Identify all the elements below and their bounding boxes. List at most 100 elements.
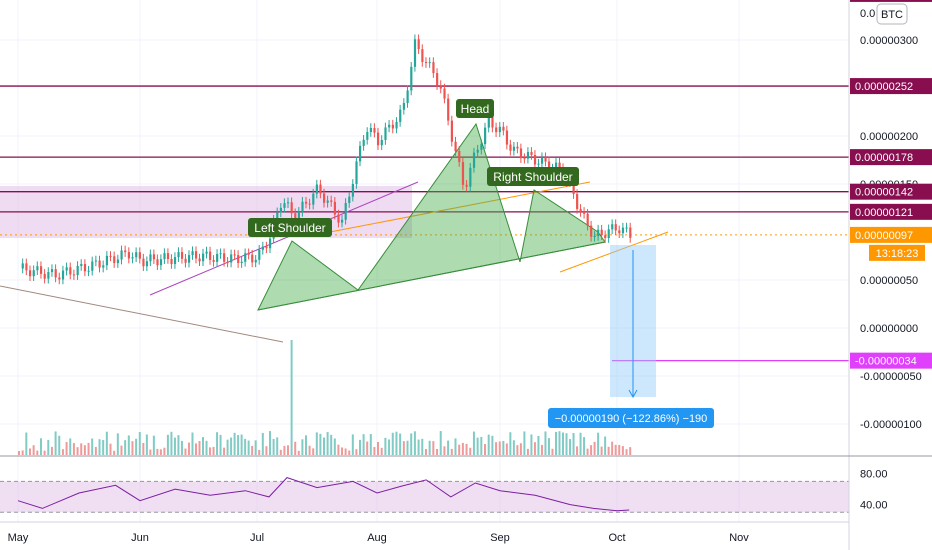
volume-bar xyxy=(421,438,424,455)
volume-bar xyxy=(388,439,391,455)
candle-body xyxy=(138,252,141,259)
candle-body xyxy=(465,184,468,187)
candle-body xyxy=(330,200,333,202)
time-tick-label: May xyxy=(8,532,29,544)
volume-bar xyxy=(484,444,487,455)
candle-body xyxy=(391,124,394,129)
volume-bar xyxy=(163,447,166,455)
candle-body xyxy=(447,98,450,121)
candle-body xyxy=(276,212,279,220)
candle-body xyxy=(61,270,65,280)
price-tick-label: -0.00000100 xyxy=(860,419,922,431)
candle-body xyxy=(124,250,127,253)
volume-bar xyxy=(36,450,39,455)
candle-body xyxy=(366,132,369,140)
volume-bar xyxy=(369,434,372,455)
volume-bar xyxy=(312,448,315,455)
candle-body xyxy=(472,152,476,168)
level-tag-label: 0.00000348 xyxy=(855,0,913,1)
level-tag xyxy=(850,78,932,95)
volume-bar xyxy=(509,432,512,455)
candle-body xyxy=(177,252,180,258)
candle-body xyxy=(301,201,304,212)
volume-bar xyxy=(230,437,233,455)
rsi-line xyxy=(17,477,630,512)
time-axis[interactable]: May Jun Jul Aug Sep Oct Nov xyxy=(8,532,750,544)
candle-body xyxy=(315,184,318,194)
candle-body xyxy=(269,238,272,249)
price-level-tags: 0.00000348 0.00000252 0.00000178 0.00000142… xyxy=(850,0,932,369)
candle-body xyxy=(450,120,453,142)
trendline-orange xyxy=(329,181,591,233)
candle-body xyxy=(554,162,558,169)
candle-body xyxy=(611,224,614,230)
measure-label: −0.00000190 (−122.86%) −190 xyxy=(555,413,708,425)
candle-body xyxy=(505,130,509,145)
candle-body xyxy=(261,246,264,250)
candle-body xyxy=(533,154,537,165)
volume-bar xyxy=(127,435,130,455)
candle-body xyxy=(102,265,105,268)
trendline-orange xyxy=(559,231,669,273)
candle-body xyxy=(395,121,398,129)
volume-bar xyxy=(124,440,127,455)
volume-bar xyxy=(326,432,329,455)
candle-body xyxy=(258,249,261,260)
currency-badge[interactable]: BTC xyxy=(876,3,908,25)
candle-body xyxy=(180,252,184,259)
price-tick-label: -0.00000050 xyxy=(860,371,922,383)
volume-bar xyxy=(87,442,90,455)
volume-bar xyxy=(65,442,68,455)
volume-bar xyxy=(348,450,351,455)
candle-body xyxy=(625,227,628,229)
volume-bar xyxy=(530,434,533,455)
volume-bar xyxy=(113,450,116,455)
volume-bar xyxy=(359,439,361,455)
volume-bar xyxy=(283,445,286,455)
candle-body xyxy=(159,259,163,266)
volume-bar xyxy=(244,438,247,455)
volume-bar xyxy=(406,440,409,455)
candle-body xyxy=(98,260,101,268)
candle-body xyxy=(498,126,501,133)
candle-body xyxy=(290,202,293,214)
candle-body xyxy=(94,260,98,262)
left-shoulder-label: Left Shoulder xyxy=(254,221,325,235)
volume-bar xyxy=(135,438,138,455)
rsi-axis: 80.00 40.00 xyxy=(860,469,888,512)
candle-body xyxy=(337,214,340,223)
price-range-measure[interactable]: −0.00000190 (−122.86%) −190 xyxy=(548,245,714,428)
volume-bar xyxy=(621,446,624,455)
candle-body xyxy=(480,144,483,150)
candle-body xyxy=(87,270,90,272)
candle-body xyxy=(362,139,365,146)
candle-body xyxy=(113,256,116,264)
candle-body xyxy=(36,266,39,271)
volume-bar xyxy=(516,445,519,455)
volume-bar xyxy=(569,439,572,455)
volume-bar xyxy=(558,431,561,455)
volume-bar xyxy=(443,446,446,455)
candle-body xyxy=(47,272,50,279)
volume-bar xyxy=(476,437,479,455)
candle-body xyxy=(586,213,589,226)
candle-body xyxy=(265,246,268,249)
rsi-tick-label: 80.00 xyxy=(860,469,888,481)
candle-body xyxy=(380,139,383,146)
price-tick-label: 0.00000200 xyxy=(860,131,918,143)
volume-bar xyxy=(487,434,490,455)
volume-bar xyxy=(219,434,222,455)
candle-body xyxy=(212,259,215,262)
candle-body xyxy=(152,254,156,260)
last-price-tag xyxy=(850,226,932,243)
candle-body xyxy=(135,252,138,258)
volume-bar xyxy=(216,432,219,455)
head-and-shoulders-pattern xyxy=(257,122,606,311)
candle-body xyxy=(43,273,46,279)
volume-bar xyxy=(498,441,501,455)
candle-body xyxy=(458,150,461,163)
volume-bar xyxy=(428,440,431,455)
volume-bar xyxy=(512,440,515,455)
volume-bar xyxy=(625,449,628,455)
